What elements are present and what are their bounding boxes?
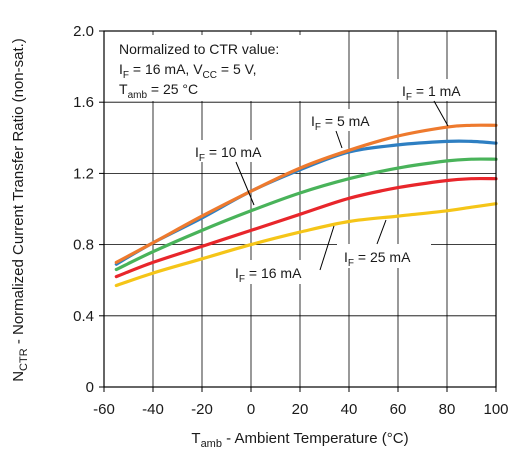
series-label-5ma-text: IF = 5 mA — [311, 113, 370, 133]
series-label-25ma-leader — [376, 219, 387, 245]
series-label-1ma: IF = 1 mA — [395, 79, 475, 127]
y-axis-title: NCTR - Normalized Current Transfer Ratio… — [10, 38, 30, 382]
y-tick-label: 1.2 — [73, 165, 94, 182]
y-tick-label: 0.8 — [73, 237, 94, 254]
series-line-4 — [114, 202, 498, 288]
series-label-10ma: IF = 10 mA — [188, 140, 276, 206]
note-background — [110, 35, 346, 101]
series-label-1ma-bg — [395, 79, 475, 101]
y-tick-label: 0 — [86, 379, 94, 396]
series-label-10ma-bg — [188, 140, 276, 162]
x-tick-label: 20 — [292, 401, 309, 418]
y-tick-label: 2.0 — [73, 23, 94, 40]
series-line-0 — [114, 123, 498, 264]
series-label-25ma-text: IF = 25 mA — [344, 249, 411, 269]
series-label-1ma-leader — [433, 100, 449, 127]
note-line-1: Normalized to CTR value: — [119, 41, 279, 57]
x-tick-label: -60 — [93, 401, 115, 418]
x-tick-label: 80 — [439, 401, 456, 418]
note-line-3: Tamb = 25 °C — [119, 81, 198, 101]
series-line-3 — [114, 176, 498, 279]
x-tick-label: 0 — [247, 401, 255, 418]
series-label-5ma-bg — [304, 109, 384, 131]
x-tick-label: -20 — [191, 401, 213, 418]
series-label-16ma-leader — [319, 225, 335, 271]
series-label-1ma-text: IF = 1 mA — [402, 83, 461, 103]
series-label-10ma-text: IF = 10 mA — [195, 144, 262, 164]
series-label-16ma: IF = 16 mA — [228, 225, 335, 285]
note-line-2: IF = 16 mA, VCC = 5 V, — [119, 61, 257, 81]
series-label-16ma-bg — [228, 260, 320, 284]
normalization-note: Normalized to CTR value: IF = 16 mA, VCC… — [110, 35, 346, 101]
series-label-5ma: IF = 5 mA — [304, 109, 384, 149]
series-label-16ma-text: IF = 16 mA — [235, 265, 302, 285]
x-tick-label: 100 — [483, 401, 508, 418]
x-tick-label: -40 — [142, 401, 164, 418]
x-tick-label: 60 — [390, 401, 407, 418]
series-layer — [114, 123, 498, 288]
y-tick-label: 1.6 — [73, 94, 94, 111]
series-label-5ma-leader — [335, 130, 343, 149]
x-axis-title: Tamb - Ambient Temperature (°C) — [191, 430, 408, 450]
x-tick-label: 40 — [341, 401, 358, 418]
y-tick-label: 0.4 — [73, 308, 94, 325]
series-line-2 — [114, 157, 498, 272]
ticks: -60 -40 -20 0 20 40 60 80 100 0 0.4 0.8 1.2 1.6 2.0 — [73, 23, 508, 418]
series-label-25ma-bg — [337, 244, 431, 268]
series-label-25ma: IF = 25 mA — [337, 219, 431, 269]
series-label-10ma-leader — [235, 161, 255, 206]
